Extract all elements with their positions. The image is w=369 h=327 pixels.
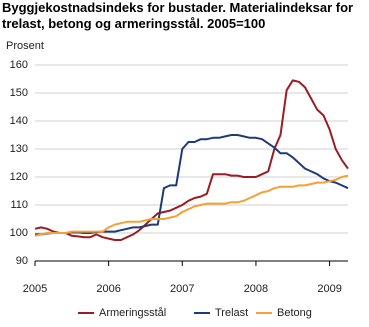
y-tick-label: 100 [10, 227, 28, 239]
y-tick-label: 110 [10, 199, 28, 211]
y-axis-label: Prosent [6, 40, 44, 52]
chart-title: Byggjekostnadsindeks for bustader. Mater… [2, 0, 354, 31]
y-tick-label: 130 [10, 143, 28, 155]
y-tick-label: 120 [10, 171, 28, 183]
legend-label: Trelast [215, 307, 248, 319]
y-tick-label: 160 [10, 59, 28, 71]
x-tick-label: 2009 [317, 283, 341, 295]
legend-label: Armeringsstål [99, 307, 166, 319]
legend-label: Betong [277, 307, 312, 319]
series-line [35, 134, 349, 236]
y-tick-label: 90 [16, 255, 28, 267]
x-tick-label: 2005 [23, 283, 47, 295]
x-tick-label: 2008 [244, 283, 268, 295]
series-line [34, 79, 349, 241]
x-tick-label: 2006 [96, 283, 120, 295]
x-tick-label: 2007 [170, 283, 194, 295]
y-tick-label: 150 [10, 87, 28, 99]
series-line [34, 174, 349, 237]
y-tick-label: 140 [10, 115, 28, 127]
